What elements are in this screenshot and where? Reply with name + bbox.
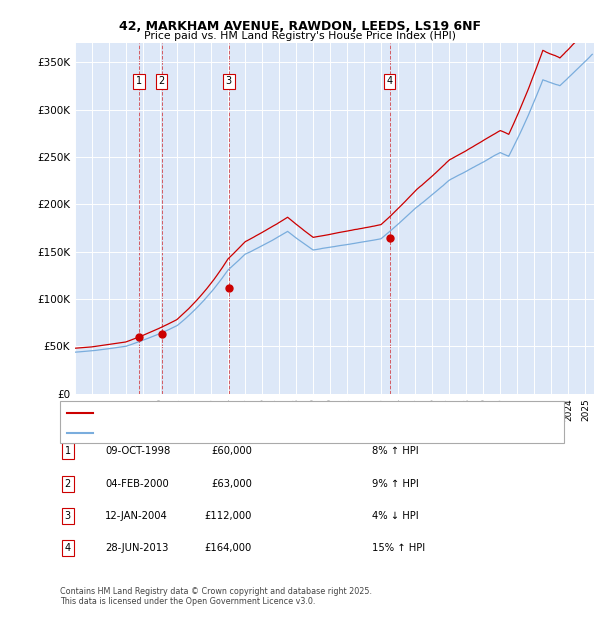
Text: 2: 2: [158, 76, 165, 86]
Text: 12-JAN-2004: 12-JAN-2004: [105, 511, 168, 521]
Text: 4% ↓ HPI: 4% ↓ HPI: [372, 511, 419, 521]
Text: 04-FEB-2000: 04-FEB-2000: [105, 479, 169, 489]
Text: £164,000: £164,000: [205, 543, 252, 553]
Text: 15% ↑ HPI: 15% ↑ HPI: [372, 543, 425, 553]
Text: HPI: Average price, semi-detached house, Leeds: HPI: Average price, semi-detached house,…: [98, 428, 307, 437]
Text: £112,000: £112,000: [205, 511, 252, 521]
Text: £60,000: £60,000: [211, 446, 252, 456]
Text: £63,000: £63,000: [211, 479, 252, 489]
Text: 09-OCT-1998: 09-OCT-1998: [105, 446, 170, 456]
Text: 4: 4: [386, 76, 392, 86]
Text: 1: 1: [136, 76, 142, 86]
Text: 3: 3: [65, 511, 71, 521]
Text: Price paid vs. HM Land Registry's House Price Index (HPI): Price paid vs. HM Land Registry's House …: [144, 31, 456, 41]
Text: 28-JUN-2013: 28-JUN-2013: [105, 543, 169, 553]
Text: 2: 2: [65, 479, 71, 489]
Text: 8% ↑ HPI: 8% ↑ HPI: [372, 446, 419, 456]
Text: 42, MARKHAM AVENUE, RAWDON, LEEDS, LS19 6NF: 42, MARKHAM AVENUE, RAWDON, LEEDS, LS19 …: [119, 20, 481, 33]
Text: 4: 4: [65, 543, 71, 553]
Text: 42, MARKHAM AVENUE, RAWDON, LEEDS, LS19 6NF (semi-detached house): 42, MARKHAM AVENUE, RAWDON, LEEDS, LS19 …: [98, 409, 424, 417]
Text: 1: 1: [65, 446, 71, 456]
Text: Contains HM Land Registry data © Crown copyright and database right 2025.
This d: Contains HM Land Registry data © Crown c…: [60, 587, 372, 606]
Text: 9% ↑ HPI: 9% ↑ HPI: [372, 479, 419, 489]
Text: 3: 3: [226, 76, 232, 86]
